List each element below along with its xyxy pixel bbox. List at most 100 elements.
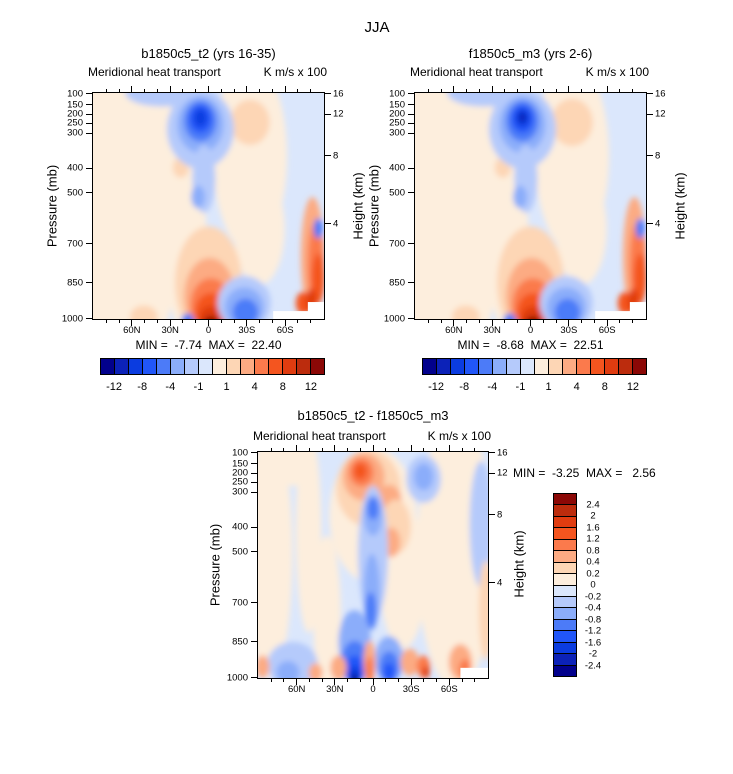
pressure-tick-label: 850 [389,277,405,289]
colorbar-cell [296,359,310,374]
colorbar-vertical [553,493,577,677]
colorbar-tick-label: -12 [106,381,123,393]
colorbar-cell [254,359,268,374]
height-tick-label: 8 [655,150,661,162]
panel3-title: b1850c5_t2 - f1850c5_m3 [297,408,449,423]
panel2-units-label: K m/s x 100 [585,65,649,79]
panel1-units-label: K m/s x 100 [263,65,327,79]
colorbar-tick-label: -1.2 [584,625,602,637]
panel3-units-label: K m/s x 100 [427,429,491,443]
lat-tick-mark [131,320,133,326]
panel3-contour-plot [257,451,489,679]
height-tick-label: 8 [497,509,503,521]
colorbar-cell [268,359,282,374]
pressure-tick-label: 1000 [383,313,405,324]
lat-tick-label: 60N [445,325,463,336]
lat-tick-mark [453,320,455,326]
colorbar-cell [212,359,226,374]
lat-minor-tick [271,320,273,323]
colorbar-cell [554,630,576,642]
colorbar-tick-label: -8 [459,381,470,393]
lat-minor-tick [182,320,184,323]
height-tick-label: 16 [333,88,344,99]
colorbar-cell [478,359,492,374]
colorbar-tick-label: 8 [279,381,286,393]
lat-tick-mark [246,320,248,326]
colorbar-cell [554,607,576,619]
colorbar-tick-label: -0.2 [584,591,602,602]
colorbar-cell [618,359,632,374]
pressure-tick-label: 250 [389,117,405,129]
colorbar-tick-label: -4 [487,381,498,393]
colorbar-cell [562,359,576,374]
panel2-contour-plot [414,92,647,320]
lat-tick-label: 30S [402,684,420,695]
height-tick-label: 4 [333,218,339,230]
colorbar-tick-label: 0.8 [586,545,600,556]
lat-tick-label: 30N [483,325,501,336]
colorbar-tick-label: -1 [515,381,526,393]
lat-tick-mark [284,320,286,326]
panel1-subtitle: Meridional heat transport [88,65,221,79]
lat-tick-label: 30N [326,684,344,695]
pressure-tick-label: 200 [232,467,248,479]
colorbar-cell [240,359,254,374]
pressure-tick-label: 850 [67,277,83,289]
colorbar-tick-label: 0.2 [586,568,600,579]
lat-minor-tick [555,320,557,323]
lat-minor-tick [478,320,480,323]
colorbar-cell [184,359,198,374]
height-tick-mark [647,155,653,157]
lat-minor-tick [310,320,312,323]
pressure-tick-label: 250 [67,117,83,129]
pressure-tick-label: 1000 [226,672,248,683]
panel2-minmax: MIN = -8.68 MAX = 22.51 [457,338,604,352]
height-tick-label: 12 [497,467,508,479]
colorbar-tick-label: 1 [545,381,552,393]
height-tick-label: 4 [655,218,661,230]
colorbar-tick-label: 1 [223,381,230,393]
panel2-subtitle: Meridional heat transport [410,65,543,79]
pressure-tick-label: 400 [67,162,83,174]
lat-minor-tick [259,320,261,323]
colorbar-cell [436,359,450,374]
colorbar-cell [156,359,170,374]
lat-minor-tick [440,320,442,323]
lat-minor-tick [542,320,544,323]
colorbar-tick-label: -12 [428,381,445,393]
lat-tick-mark [568,320,570,326]
colorbar-cell [554,527,576,539]
colorbar-cell [554,515,576,528]
colorbar-tick-label: -0.8 [584,614,602,625]
colorbar-tick-label: 2 [590,510,596,522]
contour-field [93,93,324,319]
lat-tick-mark [606,320,608,326]
colorbar-tick-label: -0.4 [584,602,602,614]
colorbar-cell [554,550,576,562]
colorbar-tick-label: 12 [304,381,318,393]
lat-tick-mark [410,679,412,685]
season-title: JJA [364,19,390,36]
lat-minor-tick [619,320,621,323]
colorbar-tick-label: 1.2 [586,533,600,545]
pressure-tick-label: 300 [389,127,405,139]
lat-minor-tick [220,320,222,323]
panel2-subtitle-row: Meridional heat transport K m/s x 100 [410,65,649,79]
colorbar-tick-label: -1 [193,381,204,393]
pressure-tick-label: 100 [67,88,83,99]
lat-tick-mark [208,320,209,326]
colorbar-cell [554,653,576,665]
lat-minor-tick [195,320,197,323]
lat-minor-tick [474,679,476,682]
colorbar-cell [590,359,604,374]
lat-minor-tick [347,679,349,682]
height-tick-mark [647,223,653,225]
colorbar-tick-label: 0.4 [586,556,600,568]
colorbar-horizontal [422,358,647,375]
lat-tick-label: 0 [527,325,534,336]
height-tick-mark [489,472,495,474]
pressure-tick-label: 700 [389,238,405,250]
colorbar-cell [554,494,576,505]
pressure-tick-label: 300 [67,127,83,139]
lat-minor-tick [359,679,361,682]
